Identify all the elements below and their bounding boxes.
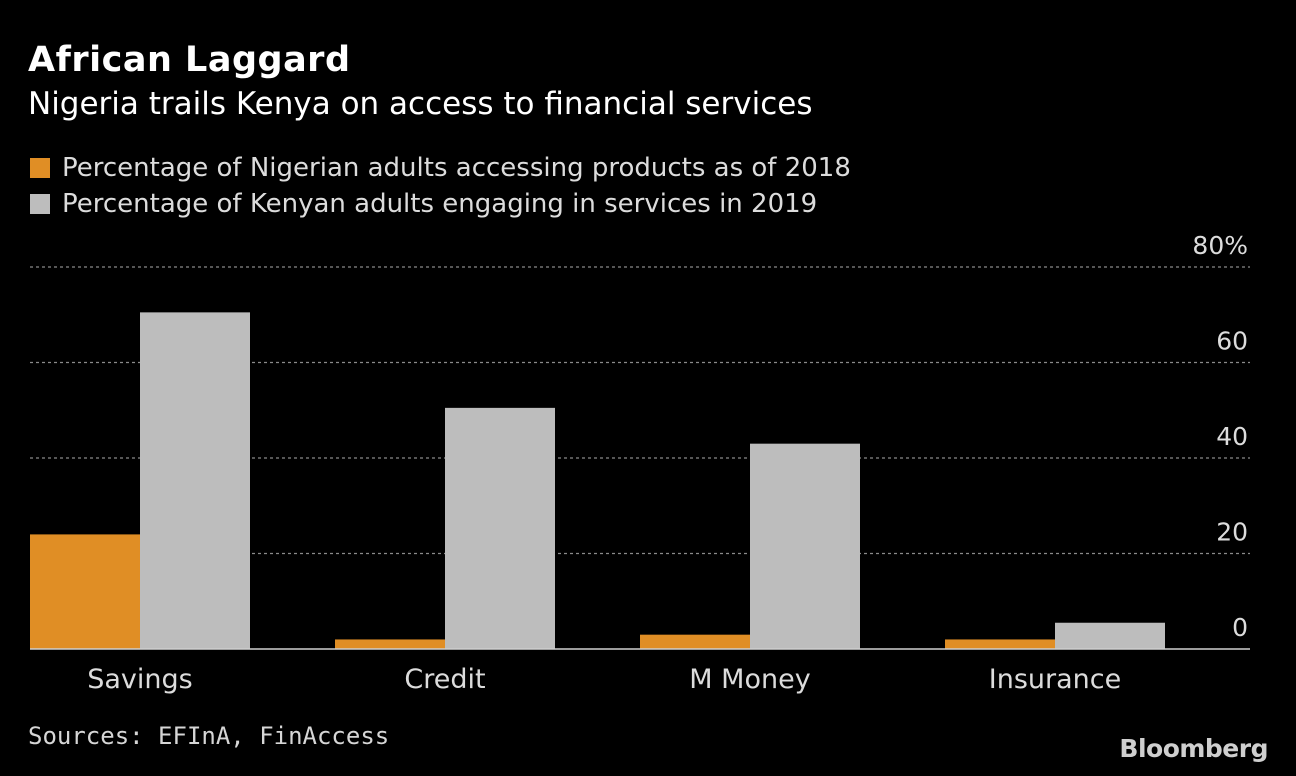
- bar-nigeria: [30, 534, 140, 649]
- y-tick-label: 40: [1216, 422, 1248, 451]
- x-tick-label: Savings: [87, 664, 192, 695]
- x-tick-label: Insurance: [989, 664, 1121, 695]
- bar-kenya: [445, 407, 555, 649]
- brand-logo: Bloomberg: [1119, 734, 1268, 763]
- legend: Percentage of Nigerian adults accessing …: [30, 150, 851, 222]
- bar-kenya: [750, 443, 860, 649]
- x-tick-label: M Money: [689, 664, 810, 695]
- y-tick-label: 80%: [1192, 231, 1248, 260]
- bar-nigeria: [945, 639, 1055, 649]
- bar-kenya: [1055, 622, 1165, 649]
- y-tick-label: 60: [1216, 327, 1248, 356]
- legend-item-nigeria: Percentage of Nigerian adults accessing …: [30, 150, 851, 186]
- bar-nigeria: [640, 634, 750, 649]
- legend-item-kenya: Percentage of Kenyan adults engaging in …: [30, 186, 851, 222]
- chart-subtitle: Nigeria trails Kenya on access to financ…: [28, 86, 813, 122]
- x-tick-label: Credit: [404, 664, 485, 695]
- legend-label-kenya: Percentage of Kenyan adults engaging in …: [62, 189, 818, 219]
- source-note: Sources: EFInA, FinAccess: [28, 722, 390, 750]
- y-tick-label: 0: [1232, 613, 1248, 642]
- bar-nigeria: [335, 639, 445, 649]
- chart-title: African Laggard: [28, 40, 351, 80]
- legend-label-nigeria: Percentage of Nigerian adults accessing …: [62, 153, 851, 183]
- y-tick-label: 20: [1216, 518, 1248, 547]
- legend-swatch-nigeria: [30, 158, 50, 178]
- bar-kenya: [140, 312, 250, 649]
- legend-swatch-kenya: [30, 194, 50, 214]
